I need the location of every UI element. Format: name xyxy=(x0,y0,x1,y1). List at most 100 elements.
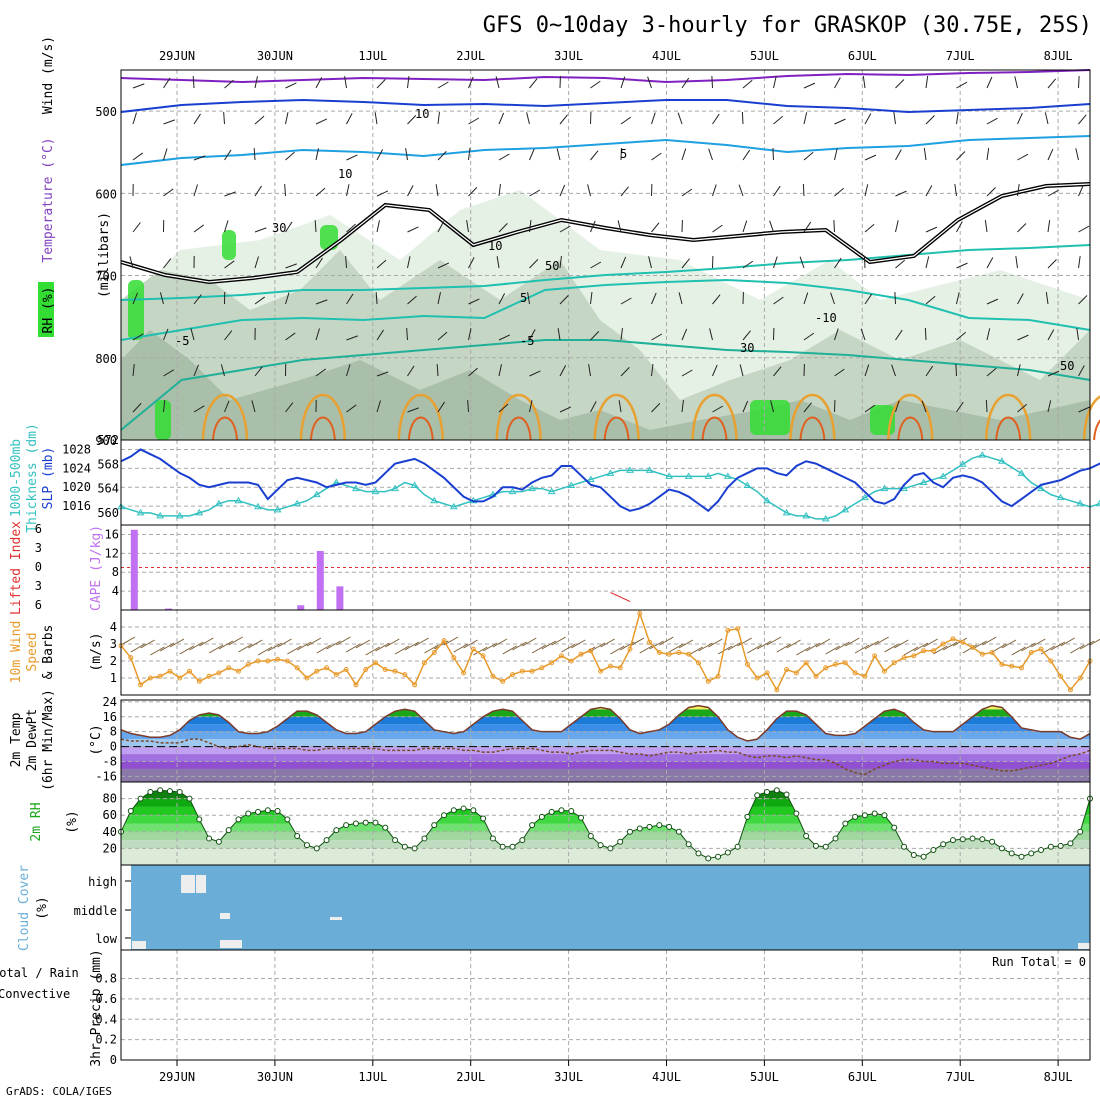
wind-barb xyxy=(956,151,966,161)
rh-point xyxy=(313,845,320,852)
wind-speed-point xyxy=(343,667,349,672)
wind-barb xyxy=(163,119,175,125)
wind-barb xyxy=(223,111,225,125)
wind-barb xyxy=(277,638,292,648)
rh-point xyxy=(949,837,956,844)
temperature-contour xyxy=(120,98,1091,114)
wind-barb xyxy=(986,257,994,269)
wind-barb xyxy=(267,642,283,652)
thickness-point xyxy=(254,502,262,510)
date-label-top: 7JUL xyxy=(946,49,975,63)
y-tick-label: 0.2 xyxy=(95,1033,117,1047)
wind-barb xyxy=(834,187,845,197)
wind-barb xyxy=(570,639,586,649)
wind-barb xyxy=(924,327,927,341)
wind-barb xyxy=(473,646,488,656)
cloud-level-label: low xyxy=(95,932,117,946)
wind-barb xyxy=(893,112,896,125)
wind-barb xyxy=(1075,148,1079,161)
wind-barb xyxy=(895,79,905,89)
rh-point xyxy=(294,832,301,839)
wind-barb xyxy=(895,220,899,233)
rh-point xyxy=(920,853,927,860)
wind-speed-point xyxy=(470,646,476,652)
wind-barb xyxy=(193,184,198,197)
wind-barb xyxy=(590,642,606,652)
wind-barb xyxy=(437,262,450,269)
wind-barb xyxy=(228,636,243,646)
wind-speed-point xyxy=(607,663,613,669)
warm-contour-inner xyxy=(995,416,1022,441)
wind-barb xyxy=(986,117,998,125)
wind-barb xyxy=(620,186,629,197)
wind-barb xyxy=(345,255,347,269)
wind-barb xyxy=(1060,637,1075,647)
wind-barb xyxy=(159,642,175,652)
wind-speed-point xyxy=(539,665,545,671)
wind-speed-point xyxy=(940,641,946,647)
ylabel-cloud-percent: (%) xyxy=(35,896,50,919)
y-tick-label: 4 xyxy=(110,620,117,634)
y-tick-label: 0.6 xyxy=(95,992,117,1006)
rh-point xyxy=(842,820,849,827)
wind-speed-point xyxy=(881,668,887,674)
rh-point xyxy=(705,855,712,862)
li-line xyxy=(610,592,631,602)
wind-speed-point xyxy=(578,651,584,657)
wind-barb xyxy=(773,115,784,125)
wind-barb xyxy=(1047,400,1052,413)
thickness-point xyxy=(665,472,674,479)
li-tick-label: 6 xyxy=(35,598,42,612)
wind-barb xyxy=(681,148,687,161)
y-tick-label: 572 xyxy=(97,433,119,447)
rh-point xyxy=(744,813,751,820)
wind-barb xyxy=(163,188,174,197)
thickness-point xyxy=(293,499,302,507)
date-label-top: 2JUL xyxy=(456,49,485,63)
cloud-gap xyxy=(1078,943,1090,949)
wind-barb xyxy=(193,364,199,377)
warm-contour xyxy=(1082,395,1100,441)
rh-point xyxy=(480,815,487,822)
wind-barb xyxy=(407,185,414,197)
wind-barb xyxy=(346,293,354,305)
wind-barb xyxy=(375,642,390,652)
wind-barb xyxy=(803,402,812,413)
wind-barb xyxy=(557,328,561,341)
contour-label: 10 xyxy=(415,107,429,121)
cloud-panel: high middle low Cloud Cover (%) xyxy=(17,864,1091,951)
wind-barb xyxy=(498,364,502,377)
temperature-contour xyxy=(120,135,1091,166)
wind-barb xyxy=(315,299,328,305)
thickness-point xyxy=(214,499,223,507)
wind-barb xyxy=(864,223,875,233)
wind-barb xyxy=(163,400,166,413)
warm-contour xyxy=(495,394,542,441)
footer-credit: GrADS: COLA/IGES xyxy=(6,1085,112,1098)
thickness-point xyxy=(136,508,145,516)
wind-barb xyxy=(587,184,591,197)
wind-barb xyxy=(251,400,256,413)
rh-shading xyxy=(121,330,1090,440)
thickness-point xyxy=(958,460,967,467)
wind-barb xyxy=(860,328,866,341)
wind-barb xyxy=(316,644,332,654)
wind-barb xyxy=(254,115,265,125)
wind-barb xyxy=(874,636,889,646)
wind-barb xyxy=(986,187,996,197)
rh-point xyxy=(538,813,545,820)
wind-speed-point xyxy=(725,627,731,633)
wind-barb xyxy=(375,291,378,305)
y-tick-label: 560 xyxy=(97,506,119,520)
wind-barb xyxy=(1011,646,1026,656)
date-label-top: 5JUL xyxy=(750,49,779,63)
wind-speed-point xyxy=(862,673,868,679)
thickness-point xyxy=(1037,484,1045,492)
wind-barb xyxy=(681,258,690,269)
wind-barb xyxy=(835,641,850,651)
rh-point xyxy=(127,808,134,815)
wind-barb xyxy=(708,148,713,161)
wind-barb xyxy=(346,404,357,413)
wind-speed-point xyxy=(989,650,995,655)
wind-speed-point xyxy=(245,661,251,667)
